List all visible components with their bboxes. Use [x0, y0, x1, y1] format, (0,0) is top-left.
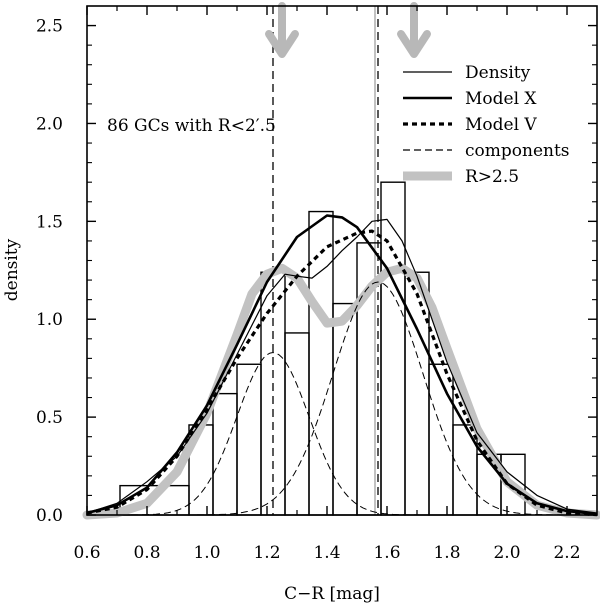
y-axis-label: density — [2, 238, 22, 301]
y-tick-label: 0.5 — [36, 408, 63, 428]
legend-label: Density — [465, 63, 531, 83]
histogram-bar — [428, 363, 454, 516]
histogram-bar — [284, 332, 310, 516]
histogram-bar — [332, 302, 358, 516]
legend-label: components — [465, 141, 570, 161]
series — [82, 214, 600, 520]
y-tick-label: 1.0 — [36, 310, 63, 330]
x-tick-label: 1.8 — [433, 543, 460, 563]
y-tick-label: 1.5 — [36, 212, 63, 232]
legend-label: Model X — [465, 89, 537, 109]
histogram-bar — [404, 271, 430, 516]
x-tick-label: 2.2 — [553, 543, 580, 563]
histogram-bar — [380, 181, 406, 516]
x-tick-label: 1.6 — [373, 543, 400, 563]
down-arrow-icon — [397, 2, 431, 58]
x-tick-label: 2.0 — [493, 543, 520, 563]
y-tick-label: 0.0 — [36, 506, 63, 526]
histogram-bar — [308, 210, 334, 516]
annotation: 86 GCs with R<2′.5 — [107, 116, 276, 136]
series-line-model-v — [86, 229, 598, 517]
x-tick-label: 0.8 — [133, 543, 160, 563]
histogram-bar — [212, 392, 238, 516]
legend: Density Model X Model V components R>2.5 — [403, 63, 570, 187]
x-tick-label: 1.0 — [193, 543, 220, 563]
x-tick-label: 1.4 — [313, 543, 340, 563]
x-axis-label: C−R [mag] — [284, 584, 380, 604]
vertical-lines — [272, 6, 379, 515]
histogram-bar — [236, 363, 262, 516]
down-arrow-icon — [265, 2, 299, 58]
y-tick-label: 2.0 — [36, 114, 63, 134]
axis-ticks: 0.6 0.8 1.0 1.2 1.4 1.6 1.8 2.0 2.2 0.0 0.5 1.0 1.5 2… — [36, 6, 597, 563]
legend-label: R>2.5 — [465, 167, 519, 187]
x-tick-label: 0.6 — [73, 543, 100, 563]
y-tick-label: 2.5 — [36, 17, 63, 37]
arrows — [265, 2, 431, 58]
legend-label: Model V — [465, 115, 537, 135]
x-tick-label: 1.2 — [253, 543, 280, 563]
series-line-r-gt-2-5 — [82, 263, 600, 520]
